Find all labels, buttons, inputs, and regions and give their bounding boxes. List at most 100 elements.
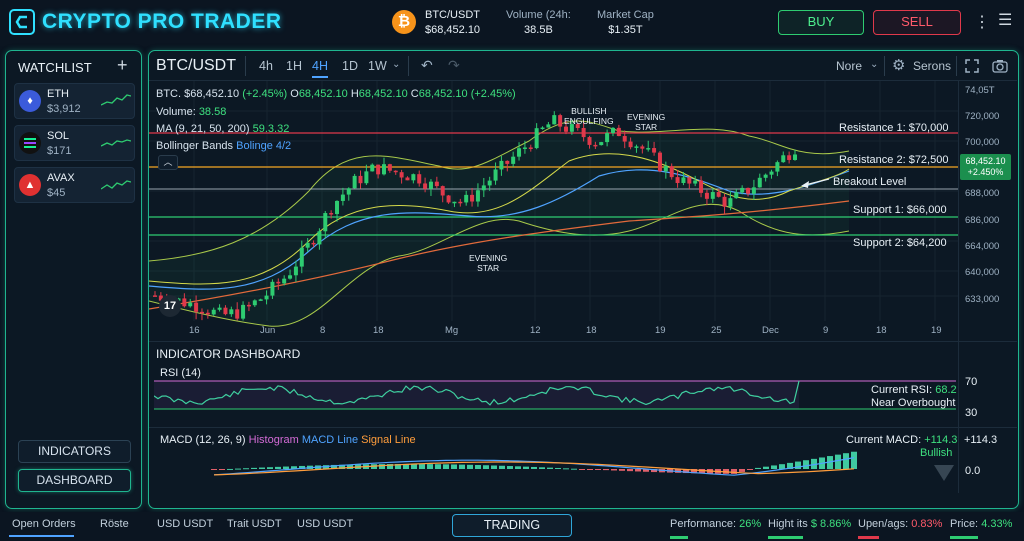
watchlist-item-eth[interactable]: ♦ ETH $3,912 <box>14 83 135 119</box>
support-2-label: Support 2: $64,200 <box>853 237 947 249</box>
fullscreen-icon[interactable] <box>965 59 979 73</box>
sell-button[interactable]: SELL <box>873 10 961 35</box>
watchlist-item-avax[interactable]: ▲ AVAX $45 <box>14 167 135 203</box>
macd-chart[interactable] <box>154 443 956 489</box>
candle-body <box>364 171 369 184</box>
ohlc-readout: BTC. $68,452.10 (+2.45%) O68,452.10 H68,… <box>156 88 516 100</box>
candle-body <box>751 187 756 194</box>
price-chart[interactable] <box>149 81 959 337</box>
undo-icon[interactable]: ↶ <box>421 57 433 73</box>
current-price-tag: 68,452.10 +2.450% <box>960 154 1011 180</box>
sparkline-icon <box>101 139 131 147</box>
tab-roste[interactable]: Röste <box>100 518 129 530</box>
macd-histogram-bar <box>611 469 617 471</box>
settings-label[interactable]: Serons <box>913 59 952 73</box>
tab-trait-usdt[interactable]: Trait USDT <box>227 518 282 530</box>
candle-body <box>270 281 275 296</box>
macd-histogram-bar <box>635 469 641 472</box>
high-label: H <box>350 88 359 100</box>
open-label: O <box>290 88 299 100</box>
logo-icon <box>9 9 35 35</box>
tab-1d[interactable]: 1D <box>342 59 358 73</box>
dropdown-select[interactable]: Nore <box>836 59 863 73</box>
breakout-label: Breakout Level <box>833 176 907 188</box>
macd-histogram-bar <box>619 469 625 471</box>
candle-body <box>381 164 386 175</box>
stat-progress <box>670 536 688 539</box>
indicators-button[interactable]: INDICATORS <box>18 440 131 463</box>
buy-button[interactable]: BUY <box>778 10 864 35</box>
macd-histogram-bar <box>843 453 849 469</box>
camera-icon[interactable] <box>992 59 1008 73</box>
candle-body <box>428 181 433 189</box>
stat-value: 0.83% <box>911 518 943 530</box>
candle-body <box>681 177 686 184</box>
candle-body <box>317 231 322 245</box>
macd-axis-top: +114.3 <box>964 434 998 446</box>
candle-body <box>640 146 645 149</box>
more-options-icon[interactable]: ⋮ <box>974 14 990 31</box>
ma-label: MA (9, 21, 50, 200) <box>156 123 250 135</box>
annotation-text: EVENING STAR <box>627 112 666 132</box>
chevron-down-icon[interactable]: ⌄ <box>870 59 879 70</box>
tab-usd-usdt-2[interactable]: USD USDT <box>297 518 354 530</box>
candle-body <box>722 196 727 207</box>
annotation-text: BULLISH ENGULFING <box>564 106 614 126</box>
tab-1h[interactable]: 1H <box>286 59 302 73</box>
macd-line-label: MACD Line <box>301 434 359 446</box>
macd-histogram-bar <box>827 456 833 469</box>
stat-performance: Performance: 26% <box>670 518 761 530</box>
x-tick: 18 <box>586 325 597 336</box>
macd-histogram-bar <box>467 464 473 469</box>
gear-icon[interactable]: ⚙ <box>892 57 906 74</box>
macd-histogram-bar <box>515 466 521 469</box>
watchlist-item-sol[interactable]: SOL $171 <box>14 125 135 161</box>
price-tag-change: +2.450% <box>967 167 1004 177</box>
macd-histogram-bar <box>579 469 585 470</box>
solana-icon <box>19 132 41 154</box>
candle-body <box>687 177 692 184</box>
stat-progress <box>858 536 879 539</box>
watchlist-symbol: AVAX <box>47 172 75 184</box>
candle-body <box>346 188 351 195</box>
y-tick: 74,05T <box>965 85 995 96</box>
rsi-status: Near Overbought <box>871 397 956 409</box>
macd-current-value: +114.3 <box>924 434 958 446</box>
tab-4h-lower[interactable]: 4h <box>259 59 273 73</box>
open-value: 68,452.10 <box>298 88 348 100</box>
macd-histogram-bar <box>395 463 401 469</box>
macd-histogram-bar <box>235 468 241 470</box>
collapse-icon[interactable]: ︿ <box>158 155 178 170</box>
y-tick: 688,000 <box>965 188 1000 199</box>
trading-button[interactable]: TRADING <box>452 514 572 537</box>
candle-body <box>769 171 774 175</box>
rsi-chart[interactable] <box>154 377 956 415</box>
indicator-dashboard-title: INDICATOR DASHBOARD <box>156 347 301 361</box>
add-icon[interactable]: + <box>117 55 128 75</box>
market-cap-value: $1.35T <box>608 24 643 36</box>
macd-histogram-bar <box>779 464 785 469</box>
candle-body <box>417 174 422 184</box>
tab-4h[interactable]: 4H <box>312 59 328 78</box>
dashboard-button[interactable]: DASHBOARD <box>18 469 131 492</box>
candle-body <box>340 194 345 201</box>
macd-status: Bullish <box>920 447 953 459</box>
tab-1w[interactable]: 1W <box>368 59 387 73</box>
candle-body <box>704 192 709 199</box>
x-tick: 8 <box>320 325 326 336</box>
symbol-price: BTC. $68,452.10 <box>156 88 240 100</box>
macd-histogram-bar <box>379 464 385 469</box>
macd-histogram-bar <box>347 464 353 469</box>
candle-body <box>657 152 662 172</box>
macd-histogram-bar <box>459 464 465 469</box>
tab-usd-usdt[interactable]: USD USDT <box>157 518 214 530</box>
tab-open-orders[interactable]: Open Orders <box>12 518 76 530</box>
watchlist-symbol: ETH <box>47 88 69 100</box>
support-1-label: Support 1: $66,000 <box>853 204 947 216</box>
candle-body <box>458 201 463 204</box>
macd-histogram-bar <box>523 466 529 469</box>
redo-icon[interactable]: ↷ <box>448 57 460 73</box>
x-tick: 16 <box>189 325 200 336</box>
chevron-down-icon[interactable]: ⌄ <box>392 59 401 70</box>
hamburger-menu-icon[interactable]: ☰ <box>998 12 1013 29</box>
